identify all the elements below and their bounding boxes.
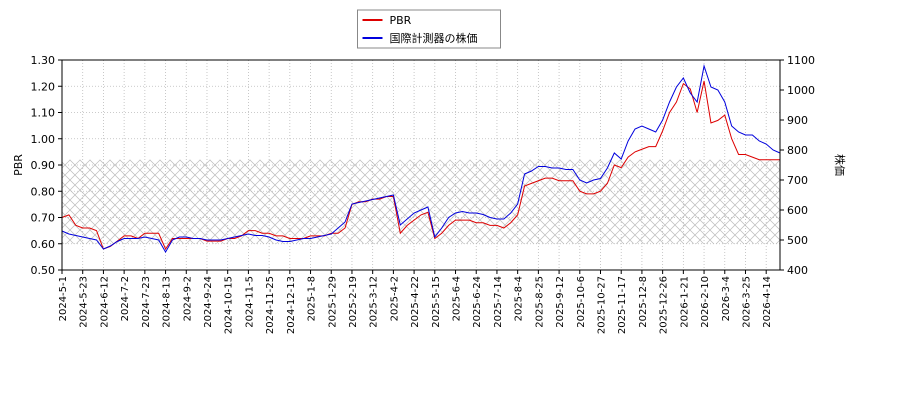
y-tick-label: 1.10 [31,107,56,120]
y-tick-label: 0.90 [31,159,56,172]
legend-label: 国際計測器の株価 [390,31,478,45]
x-tick-label: 2026-4-14 [762,276,773,328]
shaded-range [62,159,780,244]
y-tick-label: 1.00 [31,133,56,146]
x-tick-label: 2024-10-15 [224,276,235,334]
x-tick-label: 2025-3-12 [369,276,380,328]
series-line [61,80,780,251]
y-axis-label: PBR [12,154,25,176]
legend-box [357,9,501,49]
x-tick-label: 2025-10-6 [576,276,587,328]
x-tick-label: 2025-8-25 [534,276,545,328]
y-tick-label: 0.60 [31,238,56,251]
y2-tick-label: 1100 [787,54,815,67]
x-tick-label: 2024-11-5 [244,276,255,328]
y2-tick-label: 900 [787,114,808,127]
x-tick-label: 2024-5-1 [58,276,69,321]
x-tick-label: 2025-10-27 [597,276,608,334]
x-tick-label: 2024-9-24 [203,276,214,328]
x-tick-label: 2025-2-19 [348,276,359,328]
y2-tick-label: 800 [787,144,808,157]
legend-label: PBR [390,14,412,27]
y2-tick-label: 400 [787,264,808,277]
y-tick-label: 1.30 [31,54,56,67]
x-tick-label: 2024-12-13 [286,276,297,334]
y2-tick-label: 1000 [787,84,815,97]
x-tick-label: 2025-6-24 [472,276,483,328]
y2-tick-label: 500 [787,234,808,247]
x-tick-label: 2024-11-25 [265,276,276,334]
x-tick-label: 2025-4-2 [389,276,400,321]
series-line [61,64,781,254]
x-tick-label: 2025-9-12 [555,276,566,328]
y2-tick-label: 600 [787,204,808,217]
x-tick-label: 2025-1-29 [327,276,338,328]
y2-axis-label: 株価 [833,154,847,176]
x-tick-label: 2024-8-13 [162,276,173,328]
x-tick-label: 2025-8-4 [514,276,525,321]
x-tick-label: 2025-11-17 [617,276,628,334]
x-tick-label: 2025-12-8 [638,276,649,328]
y-tick-label: 0.50 [31,264,56,277]
x-tick-label: 2025-5-15 [431,276,442,328]
x-tick-label: 2026-1-21 [679,276,690,328]
x-tick-label: 2026-2-10 [700,276,711,328]
x-tick-label: 2025-4-22 [410,276,421,328]
x-tick-label: 2024-6-12 [99,276,110,328]
plot-frame [61,59,781,271]
x-tick-label: 2024-7-2 [120,276,131,321]
y2-tick-label: 700 [787,174,808,187]
x-tick-label: 2024-7-23 [141,276,152,328]
x-tick-label: 2026-3-25 [741,276,752,328]
x-tick-label: 2024-5-23 [79,276,90,328]
x-tick-label: 2024-9-2 [182,276,193,321]
y-tick-label: 0.80 [31,185,56,198]
x-tick-label: 2025-7-14 [493,276,504,328]
x-tick-label: 2025-1-8 [307,276,318,321]
y-tick-label: 1.20 [31,80,56,93]
x-tick-label: 2025-12-26 [659,276,670,334]
y-tick-label: 0.70 [31,212,56,225]
x-tick-label: 2025-6-4 [452,276,463,321]
x-tick-label: 2026-3-4 [721,276,732,321]
